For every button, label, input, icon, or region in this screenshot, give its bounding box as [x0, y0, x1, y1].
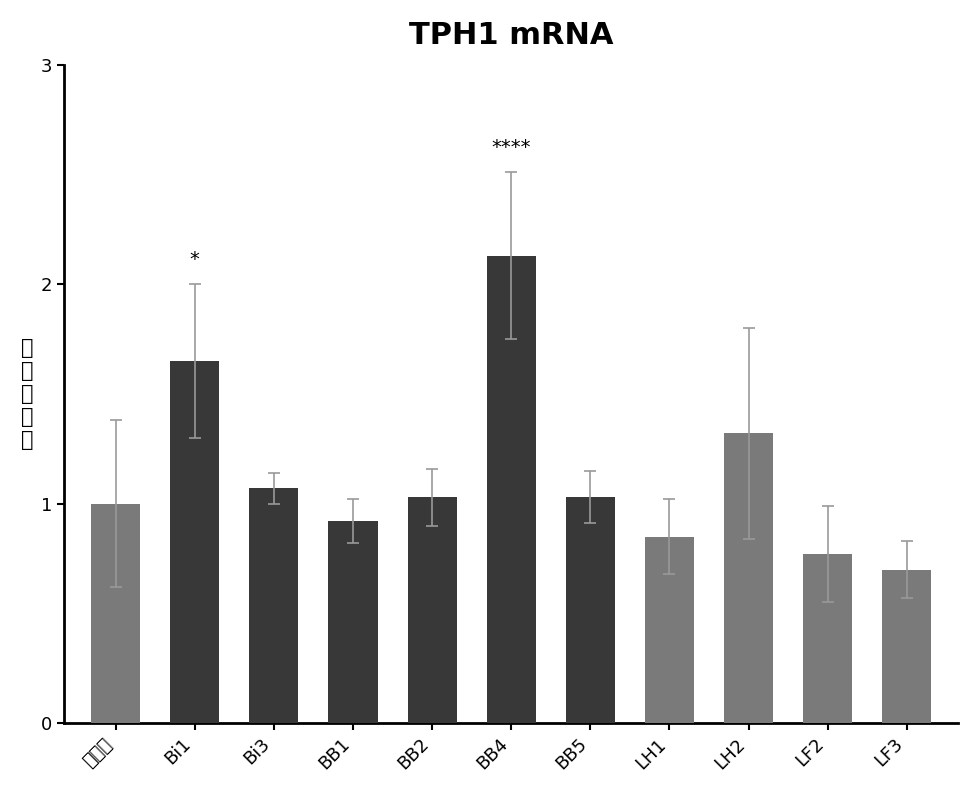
Bar [170, 361, 219, 723]
Bar [565, 497, 614, 723]
Y-axis label: 相
对
表
达
量: 相 对 表 达 量 [21, 337, 33, 450]
Bar [724, 434, 773, 723]
Text: *: * [190, 250, 200, 269]
Bar [645, 537, 693, 723]
Bar [881, 569, 930, 723]
Bar [802, 554, 851, 723]
Text: ****: **** [491, 138, 530, 157]
Bar [407, 497, 456, 723]
Bar [249, 488, 298, 723]
Bar [91, 503, 140, 723]
Bar [486, 256, 535, 723]
Bar [329, 521, 378, 723]
Title: TPH1 mRNA: TPH1 mRNA [409, 21, 613, 50]
